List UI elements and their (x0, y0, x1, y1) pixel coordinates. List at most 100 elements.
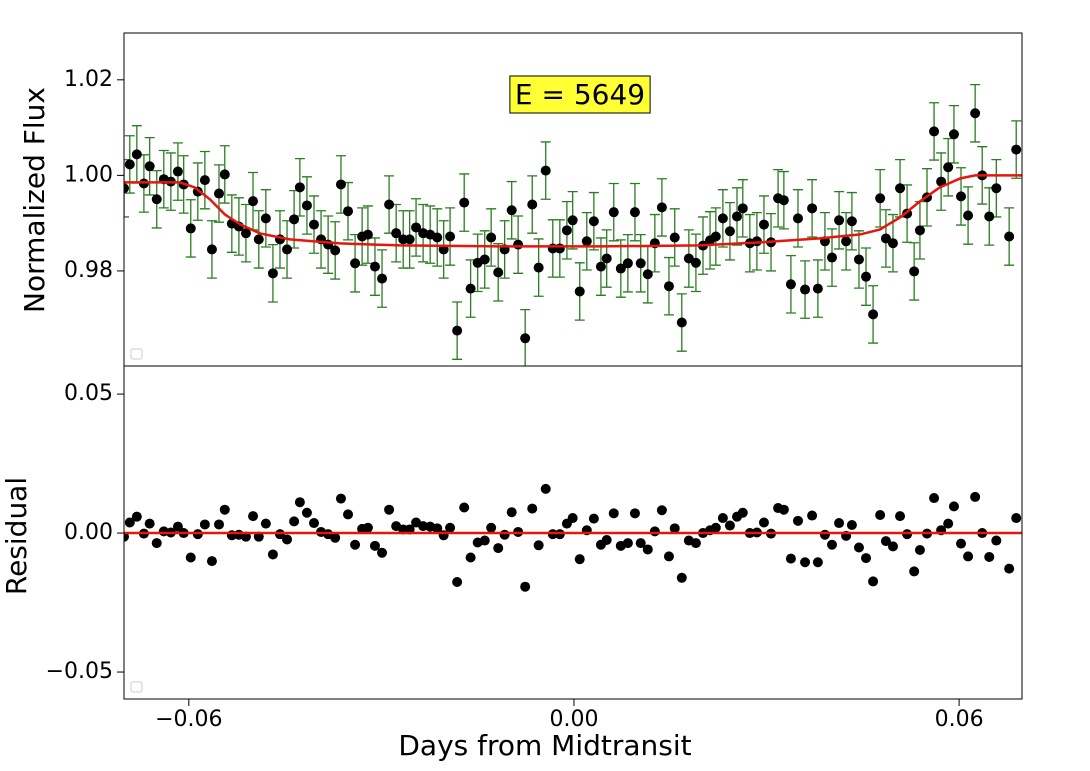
data-point (588, 216, 599, 227)
data-point (880, 536, 891, 547)
data-point (260, 213, 271, 224)
data-point (533, 262, 544, 273)
data-point (499, 529, 510, 540)
data-point (294, 182, 305, 193)
error-bar (124, 158, 129, 218)
data-point (486, 232, 497, 243)
data-point (465, 283, 476, 294)
data-point (1011, 144, 1022, 155)
data-point (459, 197, 470, 208)
data-point (943, 518, 954, 529)
y-tick-label: 1.00 (64, 162, 113, 187)
data-point (963, 210, 974, 221)
data-point (629, 207, 640, 218)
data-point (909, 566, 920, 577)
data-point (527, 199, 538, 210)
data-point (384, 199, 395, 210)
data-point (369, 540, 380, 551)
data-point (267, 549, 278, 560)
annotation: E = 5649 (515, 78, 645, 111)
data-point (861, 553, 872, 564)
data-point (411, 222, 422, 233)
data-point (479, 535, 490, 546)
annotation-box (509, 75, 651, 114)
data-point (213, 519, 224, 530)
data-point (362, 522, 373, 533)
data-point (206, 556, 217, 567)
data-point (308, 219, 319, 230)
data-point (710, 231, 721, 242)
data-point (213, 188, 224, 199)
data-point (956, 191, 967, 202)
data-point (608, 207, 619, 218)
data-point (629, 508, 640, 519)
data-point (991, 183, 1002, 194)
data-point (669, 523, 680, 534)
data-point (350, 539, 361, 550)
data-point (724, 520, 735, 531)
model-line (124, 174, 1022, 248)
data-point (800, 557, 811, 568)
y-axis-label: Residual (0, 477, 33, 595)
y-tick-label: −0.05 (46, 659, 113, 684)
data-point (1011, 513, 1022, 524)
data-point (330, 245, 341, 256)
data-point (970, 108, 981, 119)
data-point (248, 196, 259, 207)
data-point (554, 243, 565, 254)
data-point (608, 508, 619, 519)
data-point (219, 169, 230, 180)
data-point (267, 268, 278, 279)
legend (130, 348, 143, 360)
data-point (185, 223, 196, 234)
data-point (656, 505, 667, 516)
data-point (574, 286, 585, 297)
x-tick-label: −0.06 (155, 707, 222, 732)
data-point (758, 219, 769, 230)
y-tick-label: 0.98 (64, 258, 113, 283)
data-point (710, 522, 721, 533)
data-point (335, 493, 346, 504)
data-point (807, 203, 818, 214)
data-point (527, 503, 538, 514)
data-point (362, 229, 373, 240)
data-point (812, 283, 823, 294)
data-point (737, 507, 748, 518)
data-point (963, 551, 974, 562)
data-point (649, 526, 660, 537)
data-point (540, 483, 551, 494)
data-point (642, 544, 653, 555)
y-axis-label: Normalized Flux (18, 87, 51, 313)
data-point (792, 515, 803, 526)
data-point (595, 261, 606, 272)
data-point (567, 215, 578, 226)
data-point (984, 551, 995, 562)
data-point (676, 572, 687, 583)
data-point (717, 213, 728, 224)
data-point (493, 267, 504, 278)
data-point (880, 233, 891, 244)
data-point (588, 513, 599, 524)
data-point (131, 149, 142, 160)
data-point (369, 261, 380, 272)
data-point (827, 252, 838, 263)
data-point (240, 228, 251, 239)
data-point (887, 541, 898, 552)
data-point (656, 202, 667, 213)
data-point (868, 309, 879, 320)
data-point (294, 497, 305, 508)
data-point (909, 266, 920, 277)
data-point (895, 511, 906, 522)
data-point (834, 518, 845, 529)
data-point (452, 576, 463, 587)
data-point (676, 317, 687, 328)
x-tick-label: 0.00 (549, 707, 598, 732)
data-point (301, 200, 312, 211)
x-axis-label: Days from Midtransit (398, 729, 691, 762)
data-point (172, 166, 183, 177)
data-point (520, 333, 531, 344)
data-point (513, 239, 524, 250)
data-point (868, 576, 879, 587)
data-point (459, 502, 470, 513)
data-point (1004, 563, 1015, 574)
